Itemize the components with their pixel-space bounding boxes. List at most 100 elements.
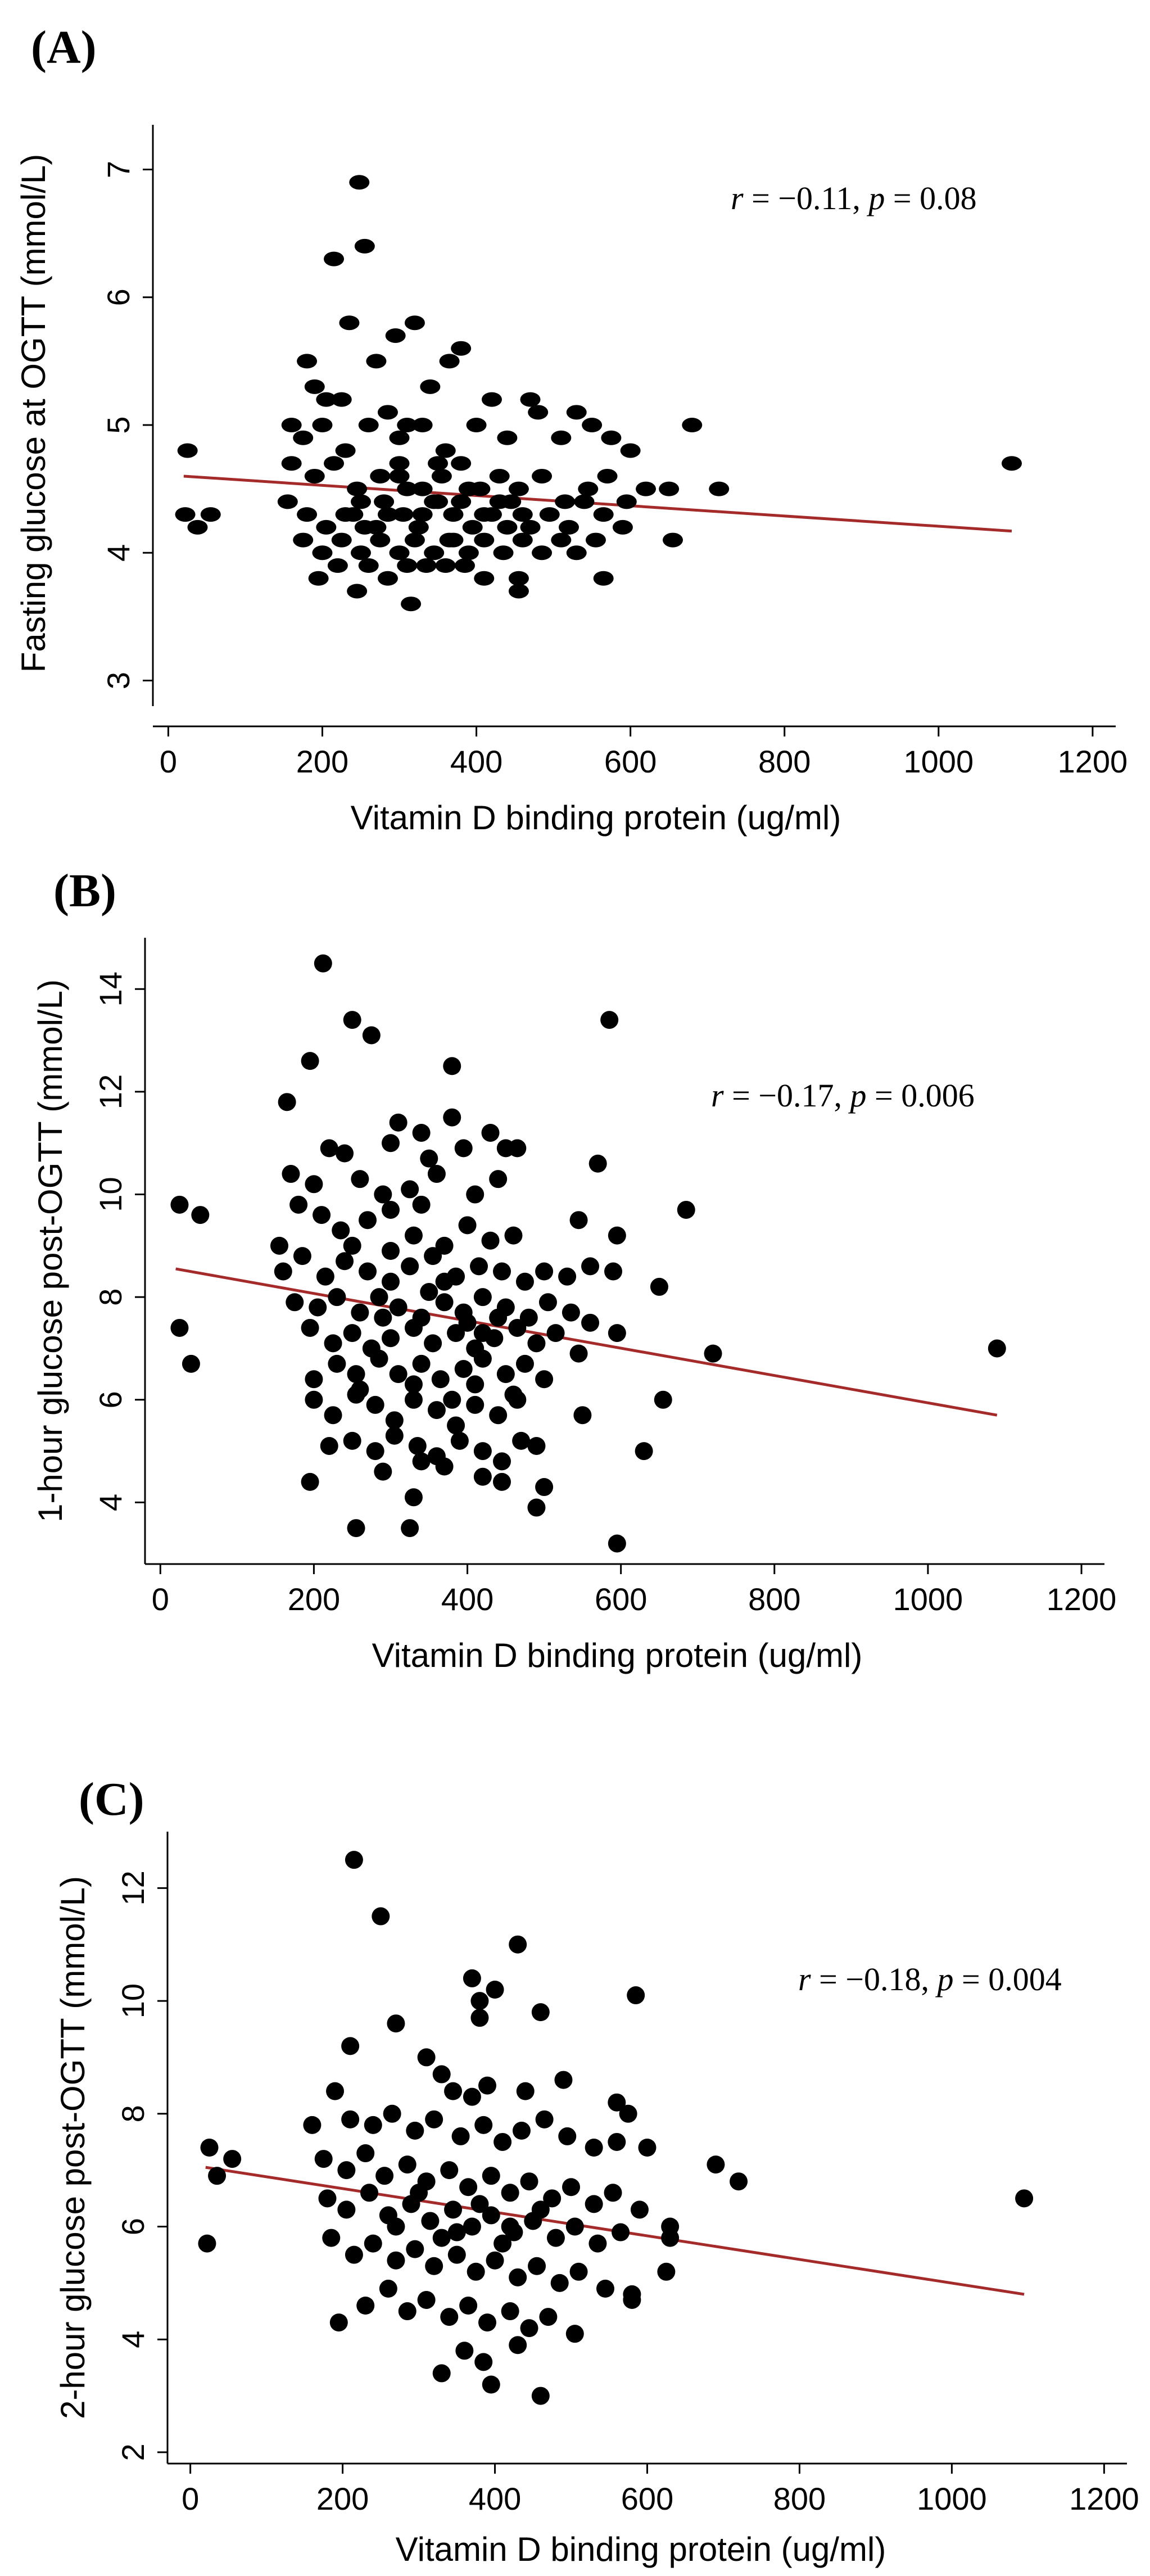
data-point <box>424 1334 442 1353</box>
data-point <box>303 2116 322 2134</box>
data-point <box>451 341 472 356</box>
data-point <box>305 1390 323 1409</box>
data-point <box>482 2206 500 2225</box>
data-point <box>345 2245 363 2264</box>
correlation-annotation: r = −0.11, p = 0.08 <box>731 180 977 216</box>
p-value: = 0.006 <box>867 1077 975 1114</box>
data-point <box>351 1380 369 1399</box>
data-point <box>312 418 333 433</box>
correlation-annotation: r = −0.18, p = 0.004 <box>798 1961 1062 1997</box>
data-point <box>356 2297 375 2315</box>
data-point <box>512 2121 531 2140</box>
panel-c: (C) 0 200 400 600 800 1000 1200 2 4 6 8 10 12 Vitam… <box>54 1773 1139 2568</box>
data-point <box>404 1488 423 1507</box>
data-point <box>336 1144 354 1163</box>
data-point <box>486 1981 504 1999</box>
data-point <box>417 2290 436 2309</box>
data-point <box>493 1452 511 1471</box>
data-point <box>339 315 360 331</box>
data-point <box>478 2076 496 2095</box>
data-point <box>650 1277 668 1296</box>
data-point <box>623 2290 641 2309</box>
x-tick-label: 200 <box>296 744 348 779</box>
data-point <box>397 558 418 573</box>
data-point <box>527 1334 546 1353</box>
data-point <box>489 1406 508 1425</box>
data-point <box>336 1252 354 1271</box>
data-point <box>379 2279 397 2298</box>
data-point <box>404 532 425 548</box>
data-point <box>424 545 445 561</box>
data-point <box>381 1242 400 1260</box>
data-point <box>351 1170 369 1188</box>
data-point <box>504 1226 523 1245</box>
data-point <box>314 2150 333 2168</box>
points <box>198 1851 1034 2405</box>
data-point <box>455 2342 474 2360</box>
data-point <box>604 1262 623 1281</box>
data-point <box>539 2308 558 2326</box>
data-point <box>474 2116 493 2134</box>
data-point <box>704 1344 722 1363</box>
data-point <box>551 430 572 445</box>
data-point <box>458 1313 477 1332</box>
x-tick-label: 800 <box>758 744 811 779</box>
data-point <box>520 392 541 407</box>
data-point <box>289 1195 308 1214</box>
data-point <box>466 1185 485 1204</box>
data-point <box>427 1401 446 1420</box>
data-point <box>608 1226 626 1245</box>
data-point <box>520 519 541 535</box>
r-value: = −0.17, <box>724 1077 850 1114</box>
p-symbol: p <box>866 180 885 216</box>
data-point <box>470 1257 488 1276</box>
data-point <box>562 2178 581 2197</box>
data-point <box>354 238 375 254</box>
data-point <box>474 2353 493 2371</box>
data-point <box>364 2116 382 2134</box>
data-point <box>387 2251 405 2270</box>
data-point <box>408 519 429 535</box>
data-point <box>337 2161 356 2180</box>
data-point <box>374 1462 392 1481</box>
data-point <box>208 2167 227 2185</box>
data-point <box>322 2229 341 2247</box>
data-point <box>420 1283 438 1301</box>
data-point <box>455 558 476 573</box>
data-point <box>412 1452 431 1471</box>
data-point <box>389 545 410 561</box>
data-point <box>454 1139 473 1158</box>
correlation-annotation: r = −0.17, p = 0.006 <box>711 1077 975 1114</box>
data-point <box>566 405 587 420</box>
data-point <box>316 1267 334 1286</box>
y-tick-label: 4 <box>101 544 136 562</box>
data-point <box>397 481 418 496</box>
data-point <box>497 430 518 445</box>
data-point <box>608 1534 626 1553</box>
data-point <box>462 519 483 535</box>
data-point <box>387 2014 405 2033</box>
data-point <box>432 2364 451 2383</box>
data-point <box>412 1354 431 1373</box>
y-tick-label: 3 <box>101 672 136 689</box>
x-ticks: 0 200 400 600 800 1000 1200 <box>152 1564 1116 1617</box>
data-point <box>318 2189 337 2208</box>
data-point <box>463 2217 481 2236</box>
data-point <box>425 2110 443 2128</box>
data-point <box>281 456 302 471</box>
data-point <box>301 1318 319 1337</box>
data-point <box>347 481 368 496</box>
data-point <box>393 507 414 522</box>
x-tick-label: 1200 <box>1069 2481 1139 2516</box>
data-point <box>301 1052 319 1070</box>
data-point <box>304 379 325 394</box>
data-point <box>170 1318 189 1337</box>
data-point <box>612 519 633 535</box>
data-point <box>270 1236 288 1255</box>
data-point <box>520 2172 538 2191</box>
data-point <box>435 1293 454 1312</box>
x-tick-label: 800 <box>748 1581 800 1617</box>
data-point <box>532 468 553 483</box>
data-point <box>444 2200 463 2219</box>
data-point <box>374 1185 392 1204</box>
